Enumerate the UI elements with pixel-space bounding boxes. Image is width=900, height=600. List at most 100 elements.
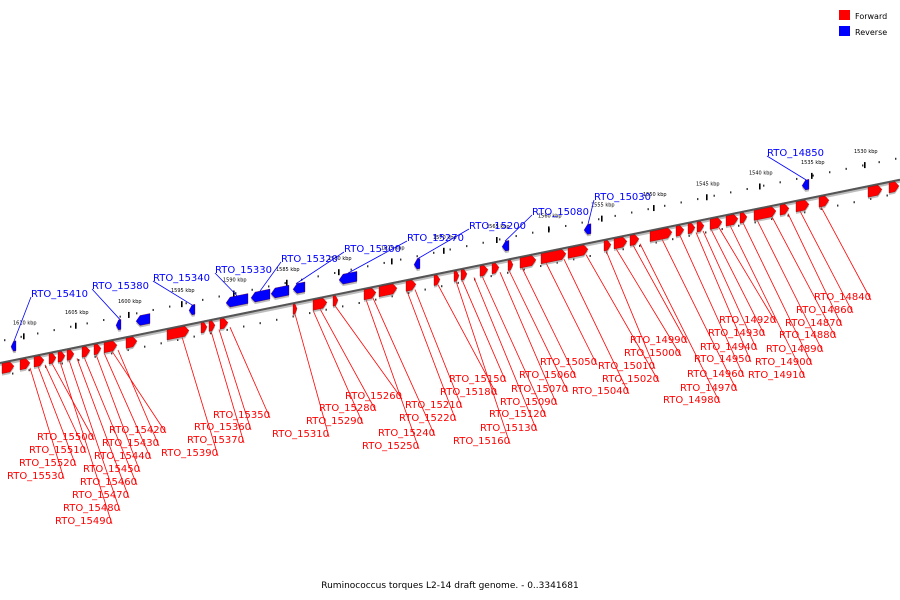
label-leader <box>68 359 121 512</box>
gene-label: RTO_15490 <box>55 516 112 527</box>
label-leader <box>91 288 121 320</box>
label-leader-lines <box>13 155 872 525</box>
label-leader <box>103 352 152 460</box>
scale-dot <box>738 224 740 227</box>
gene-label: RTO_14850 <box>767 148 824 159</box>
scale-dot <box>771 218 773 221</box>
tick-label: 1560 kbp <box>538 213 562 219</box>
major-tick <box>653 205 655 212</box>
gene-label: RTO_15260 <box>345 391 402 402</box>
tick-label: 1590 kbp <box>223 278 247 284</box>
label-leader <box>771 216 837 339</box>
gene-label: RTO_15200 <box>469 221 526 232</box>
forward-gene-arrow <box>57 351 66 363</box>
scale-dot <box>103 319 105 322</box>
scale-dot <box>78 359 80 362</box>
label-leader <box>695 232 752 363</box>
scale-dot <box>721 228 723 231</box>
scale-dot <box>837 204 839 207</box>
forward-gene-arrow <box>363 288 377 301</box>
gene-label: RTO_14910 <box>748 370 805 381</box>
label-leader <box>44 364 87 454</box>
major-tick <box>811 172 813 179</box>
label-leader <box>295 251 345 285</box>
scale-dot <box>218 295 220 298</box>
scale-dot <box>235 292 237 295</box>
reverse-gene-arrow <box>250 288 271 303</box>
tick-label: 1605 kbp <box>65 310 89 316</box>
scale-dot <box>705 231 707 234</box>
scale-dot <box>457 281 459 284</box>
scale-dot <box>383 261 385 264</box>
gene-label: RTO_15380 <box>92 281 149 292</box>
label-leader <box>615 248 682 357</box>
scale-dot <box>152 308 154 311</box>
scale-dot <box>53 329 55 332</box>
scale-dot <box>4 339 6 342</box>
major-tick <box>864 162 866 169</box>
gene-label: RTO_15150 <box>449 374 506 385</box>
gene-label: RTO_14960 <box>687 369 744 380</box>
scale-dot <box>697 198 699 201</box>
scale-dot <box>532 231 534 234</box>
gene-label: RTO_14840 <box>814 292 871 303</box>
scale-dot <box>573 258 575 261</box>
forward-gene-arrow <box>405 279 417 292</box>
gene-label: RTO_15350 <box>213 410 270 421</box>
forward-gene-arrow <box>81 346 91 358</box>
label-leader <box>13 296 32 342</box>
major-tick <box>496 237 498 244</box>
scale-dot <box>845 167 847 170</box>
scale-dot <box>862 164 864 167</box>
scale-dot <box>28 369 30 372</box>
gene-label: RTO_15080 <box>532 207 589 218</box>
scale-dot <box>713 194 715 197</box>
major-tick <box>759 183 761 190</box>
forward-gene-arrow <box>93 343 102 356</box>
tick-label: 1545 kbp <box>696 181 720 187</box>
gene-label: RTO_15280 <box>319 403 376 414</box>
scale-dot <box>20 335 22 338</box>
scale-dot <box>358 302 360 305</box>
scale-dot <box>416 255 418 258</box>
scale-dot <box>639 244 641 247</box>
label-leader <box>218 329 252 431</box>
label-leader <box>210 330 245 444</box>
gene-label: RTO_15360 <box>194 422 251 433</box>
label-leader <box>334 305 403 400</box>
scale-dot <box>61 362 63 365</box>
scale-dot <box>820 207 822 210</box>
gene-label: RTO_15240 <box>378 428 435 439</box>
label-leader <box>414 289 463 409</box>
scale-dot <box>334 271 336 274</box>
gene-label: RTO_15330 <box>215 265 272 276</box>
scale-dot <box>779 181 781 184</box>
label-leader <box>679 235 745 378</box>
scale-dot <box>870 197 872 200</box>
scale-dot <box>86 322 88 325</box>
label-leader <box>799 210 854 314</box>
scale-dot <box>375 298 377 301</box>
gene-label: RTO_15340 <box>153 273 210 284</box>
gene-label: RTO_15290 <box>306 416 363 427</box>
label-leader <box>406 290 457 422</box>
label-leader <box>365 299 420 450</box>
forward-gene-arrow <box>332 295 339 307</box>
scale-dot <box>631 211 633 214</box>
scale-dot <box>895 157 897 160</box>
scale-dot <box>119 315 121 318</box>
label-leader <box>742 222 813 366</box>
gene-label: RTO_15450 <box>83 464 140 475</box>
forward-gene-arrow <box>687 223 696 235</box>
gene-label: RTO_15040 <box>572 386 629 397</box>
forward-gene-arrow <box>453 270 460 282</box>
legend: Forward Reverse <box>839 10 887 37</box>
label-leader <box>51 363 95 441</box>
major-tick <box>391 258 393 265</box>
scale-dot <box>763 184 765 187</box>
gene-label: RTO_15220 <box>399 413 456 424</box>
gene-label: RTO_14920 <box>719 315 776 326</box>
scale-dot <box>655 241 657 244</box>
scale-dot <box>581 221 583 224</box>
